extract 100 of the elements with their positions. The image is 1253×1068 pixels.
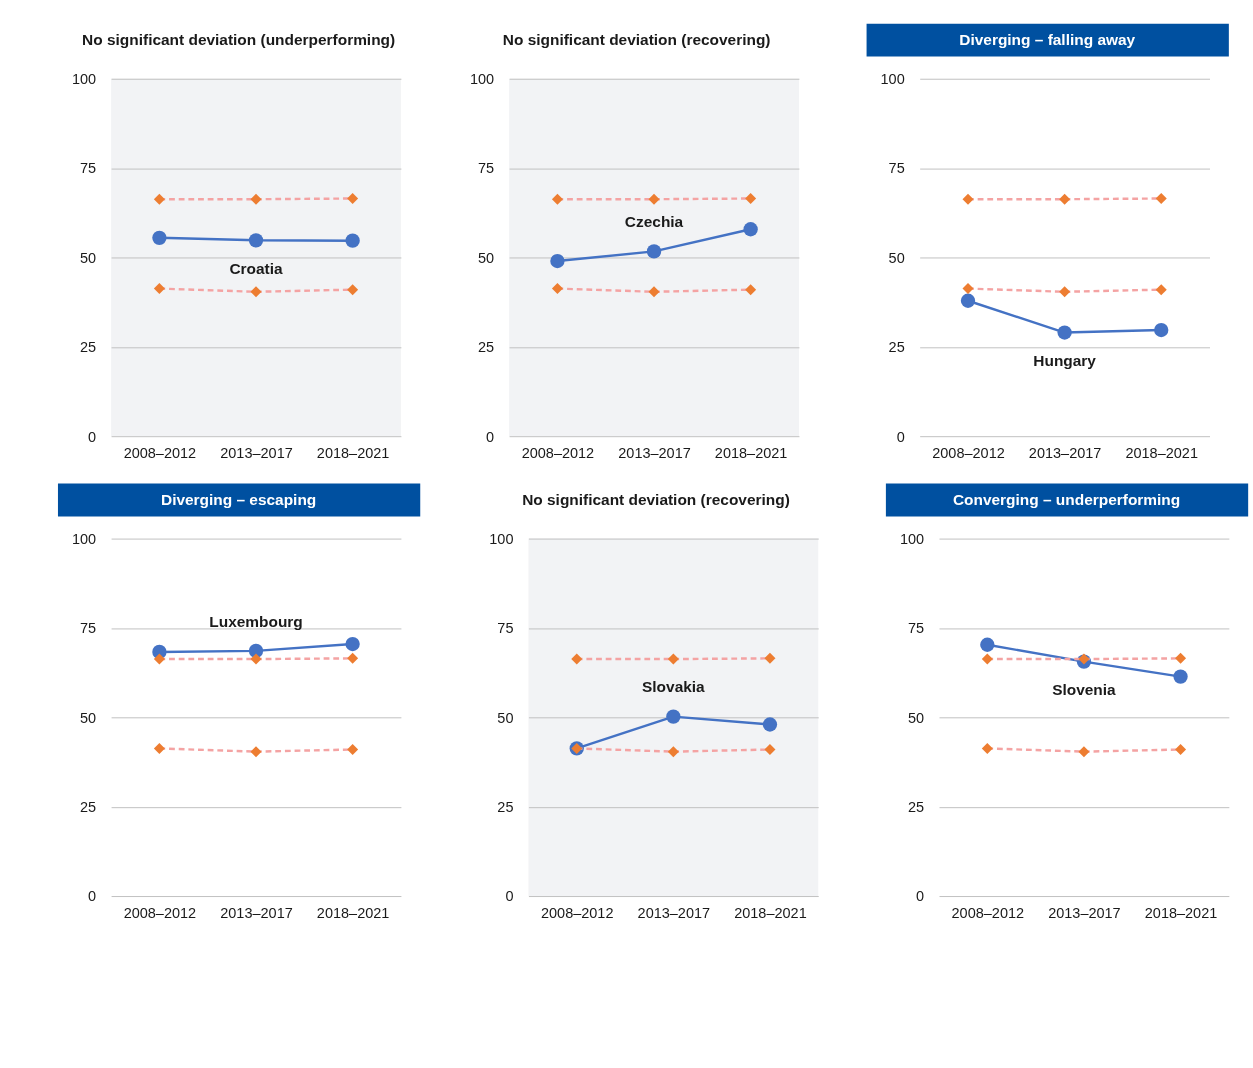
point: [347, 652, 359, 664]
y-tick-label: 25: [80, 339, 97, 356]
chart-title: No significant deviation (recovering): [502, 30, 771, 48]
y-tick-label: 50: [907, 709, 925, 726]
point: [550, 253, 565, 269]
point: [248, 233, 264, 248]
point: [1155, 192, 1167, 205]
series-label: Luxembourg: [209, 612, 303, 630]
series-label: Hungary: [1033, 352, 1097, 370]
chart-title: Diverging – falling away: [959, 30, 1136, 48]
point: [1175, 652, 1187, 664]
x-tick-label: 2013–2017: [1048, 904, 1121, 921]
series-label: Czechia: [624, 213, 684, 231]
y-tick-label: 100: [71, 530, 97, 547]
y-tick-label: 50: [497, 709, 514, 726]
point: [551, 193, 563, 205]
chart-title: Diverging – escaping: [160, 490, 317, 508]
point: [153, 193, 165, 205]
point: [981, 742, 993, 754]
point: [347, 192, 359, 205]
point: [666, 709, 681, 724]
point: [960, 293, 976, 308]
point: [962, 283, 974, 295]
y-tick-label: 100: [71, 71, 97, 88]
point: [962, 193, 974, 205]
y-tick-label: 0: [896, 428, 905, 445]
y-tick-label: 75: [888, 160, 905, 177]
point: [250, 746, 262, 758]
y-tick-label: 100: [899, 530, 925, 547]
y-tick-label: 25: [907, 799, 925, 816]
point: [250, 286, 262, 298]
x-tick-label: 2008–2012: [932, 444, 1005, 461]
point: [1155, 284, 1167, 296]
point: [1078, 746, 1090, 758]
y-tick-label: 0: [505, 888, 514, 905]
point: [1059, 193, 1071, 205]
y-tick-label: 0: [88, 428, 97, 445]
y-tick-label: 50: [478, 249, 495, 266]
point: [153, 742, 165, 754]
x-tick-label: 2013–2017: [1028, 444, 1102, 461]
y-tick-label: 100: [880, 71, 905, 88]
point: [1175, 744, 1187, 756]
y-tick-label: 50: [80, 249, 97, 266]
point: [981, 653, 993, 665]
x-tick-label: 2008–2012: [951, 904, 1025, 921]
point: [1154, 322, 1169, 338]
x-tick-label: 2008–2012: [521, 444, 595, 461]
point: [648, 193, 660, 205]
point: [153, 653, 165, 665]
y-tick-label: 50: [888, 249, 905, 266]
point: [764, 744, 776, 756]
series-label: Croatia: [229, 260, 284, 278]
y-tick-label: 100: [469, 71, 495, 88]
point: [551, 283, 563, 295]
point: [250, 653, 262, 665]
y-tick-label: 0: [915, 888, 925, 905]
x-tick-label: 2013–2017: [220, 904, 293, 921]
chart-title: No significant deviation (recovering): [522, 490, 790, 508]
y-tick-label: 25: [497, 799, 514, 816]
point: [1173, 669, 1188, 684]
point: [347, 744, 359, 756]
x-tick-label: 2018–2021: [316, 904, 390, 921]
point: [345, 233, 360, 248]
x-tick-label: 2013–2017: [220, 444, 293, 461]
x-tick-label: 2008–2012: [123, 904, 197, 921]
y-tick-label: 75: [907, 620, 925, 637]
point: [764, 652, 776, 664]
x-tick-label: 2018–2021: [734, 904, 807, 921]
x-tick-label: 2008–2012: [123, 444, 197, 461]
point: [667, 746, 679, 758]
point: [347, 284, 359, 296]
y-tick-label: 75: [478, 160, 495, 177]
x-tick-label: 2008–2012: [540, 904, 614, 921]
point: [153, 283, 165, 295]
y-tick-label: 0: [486, 428, 495, 445]
chart-title: Converging – underperforming: [952, 490, 1181, 508]
point: [648, 286, 660, 298]
point: [571, 653, 583, 665]
point: [250, 193, 262, 205]
point: [667, 653, 679, 665]
y-tick-label: 75: [80, 160, 97, 177]
y-tick-label: 75: [80, 620, 97, 637]
x-tick-label: 2013–2017: [618, 444, 691, 461]
x-tick-label: 2013–2017: [637, 904, 711, 921]
y-tick-label: 0: [88, 888, 97, 905]
y-tick-label: 25: [80, 799, 97, 816]
point: [1078, 653, 1090, 665]
x-tick-label: 2018–2021: [714, 444, 788, 461]
x-tick-label: 2018–2021: [1125, 444, 1198, 461]
point: [646, 244, 662, 259]
point: [980, 637, 995, 652]
y-tick-label: 50: [80, 709, 97, 726]
point: [745, 192, 757, 205]
series-label: Slovenia: [1052, 681, 1117, 699]
point: [743, 222, 758, 237]
y-tick-label: 75: [497, 620, 514, 637]
point: [152, 230, 167, 245]
y-tick-label: 25: [888, 339, 905, 356]
x-tick-label: 2018–2021: [1144, 904, 1218, 921]
y-tick-label: 100: [489, 530, 514, 547]
